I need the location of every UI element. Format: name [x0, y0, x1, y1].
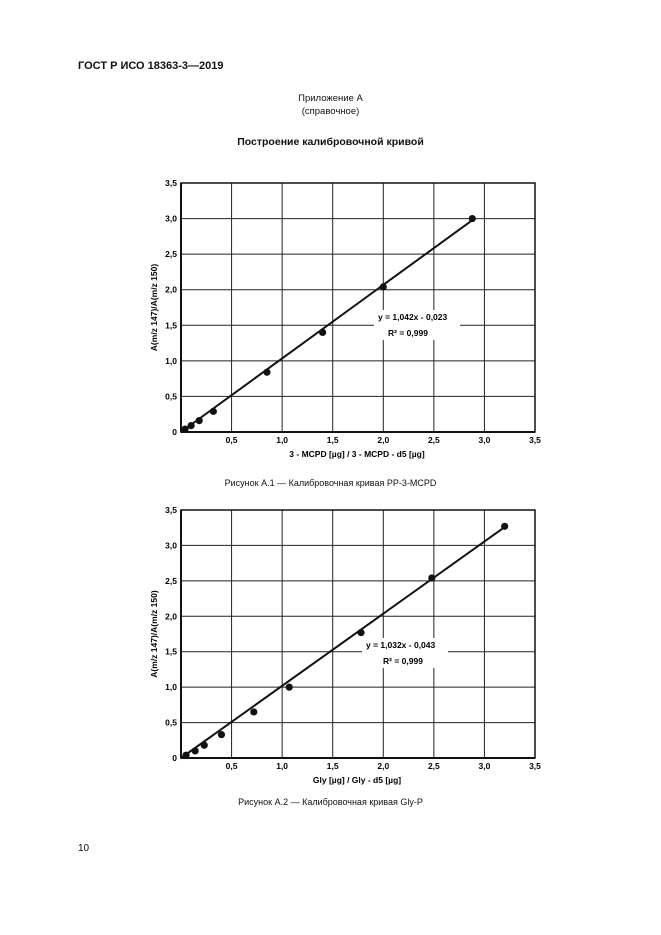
y-tick-label: 0,5: [165, 718, 177, 728]
y-tick-label: 0: [172, 753, 177, 763]
x-tick-label: 2,5: [428, 761, 440, 771]
data-point: [182, 751, 190, 759]
annex-type: (справочное): [301, 106, 360, 117]
data-point: [250, 708, 258, 716]
y-axis-label: A(m/z 147)/A(m/z 150): [149, 264, 159, 352]
data-point: [187, 421, 195, 430]
data-point: [501, 522, 509, 530]
document-id: ГОСТ Р ИСО 18363-3—2019: [78, 60, 224, 72]
x-tick-label: 0,5: [226, 761, 238, 771]
y-tick-label: 3,0: [165, 540, 177, 550]
x-tick-label: 2,0: [377, 435, 389, 445]
data-point: [285, 683, 293, 691]
y-tick-label: 2,0: [165, 611, 177, 621]
x-tick-label: 2,0: [377, 761, 389, 771]
y-tick-label: 0,5: [165, 391, 177, 401]
trendline: [180, 219, 473, 433]
y-tick-label: 2,5: [165, 249, 177, 259]
r-squared-label: R² = 0,999: [388, 328, 428, 338]
y-axis-label: A(m/z 147)/A(m/z 150): [149, 590, 159, 678]
annex-title: Приложение А: [298, 93, 363, 104]
y-tick-label: 3,5: [165, 505, 177, 515]
x-tick-label: 0,5: [226, 435, 238, 445]
figure-caption-2: Рисунок А.2 — Калибровочная кривая Gly-P: [238, 797, 423, 807]
data-point: [191, 747, 199, 755]
section-title: Построение калибровочной кривой: [237, 136, 424, 148]
r-squared-label: R² = 0,999: [383, 656, 423, 666]
y-tick-label: 1,5: [165, 647, 177, 657]
data-point: [209, 407, 217, 415]
x-tick-label: 1,0: [276, 761, 288, 771]
y-tick-label: 0: [172, 427, 177, 437]
figure-caption-1: Рисунок А.1 — Калибровочная кривая PP-3-…: [224, 478, 437, 488]
x-tick-label: 1,5: [327, 435, 339, 445]
trendline-equation: y = 1,032x - 0,043: [366, 640, 436, 650]
x-tick-label: 3,5: [529, 435, 541, 445]
calibration-chart-2: 0 0,5 0,5 1,0 1,0 1,5 1,5 2,0 2,0 2,5 2,5 3,0 3,0 3,5…: [149, 505, 541, 785]
data-point: [319, 328, 327, 336]
x-axis-label: 3 - MCPD [µg] / 3 - MCPD - d5 [µg]: [289, 449, 425, 459]
x-tick-label: 3,0: [479, 761, 491, 771]
equation-background: [374, 310, 460, 340]
calibration-chart-1: 0 0,5 0,5 1,0 1,0 1,5 1,5 2,0 2,0 2,5 2,5 3,0 3,0 3,5…: [149, 178, 541, 459]
y-tick-label: 3,0: [165, 214, 177, 224]
data-point: [379, 283, 387, 291]
data-point: [181, 425, 189, 433]
trendline-equation: y = 1,042x - 0,023: [378, 312, 448, 322]
x-tick-label: 2,5: [428, 435, 440, 445]
x-tick-label: 1,5: [327, 761, 339, 771]
page-number: 10: [78, 843, 90, 854]
x-tick-label: 1,0: [276, 435, 288, 445]
data-point: [428, 574, 436, 582]
trendline: [180, 526, 506, 759]
x-tick-label: 3,5: [529, 761, 541, 771]
x-tick-label: 3,0: [479, 435, 491, 445]
equation-background: [362, 638, 448, 668]
data-point: [263, 368, 271, 376]
data-point: [217, 731, 226, 739]
y-tick-label: 3,5: [165, 178, 177, 188]
data-point: [357, 628, 365, 637]
y-tick-label: 2,0: [165, 285, 177, 295]
y-tick-label: 1,0: [165, 682, 177, 692]
data-point: [200, 741, 208, 749]
data-point: [195, 417, 203, 425]
chart-1-svg: 0 0,5 0,5 1,0 1,0 1,5 1,5 2,0 2,0 2,5 2,5 3,0 3,0 3,5…: [149, 178, 541, 459]
y-tick-label: 1,0: [165, 356, 177, 366]
y-tick-label: 2,5: [165, 576, 177, 586]
chart-2-svg: 0 0,5 0,5 1,0 1,0 1,5 1,5 2,0 2,0 2,5 2,5 3,0 3,0 3,5…: [149, 505, 541, 785]
data-point: [468, 214, 476, 223]
y-tick-label: 1,5: [165, 320, 177, 330]
x-axis-label: Gly [µg] / Gly - d5 [µg]: [313, 775, 401, 785]
